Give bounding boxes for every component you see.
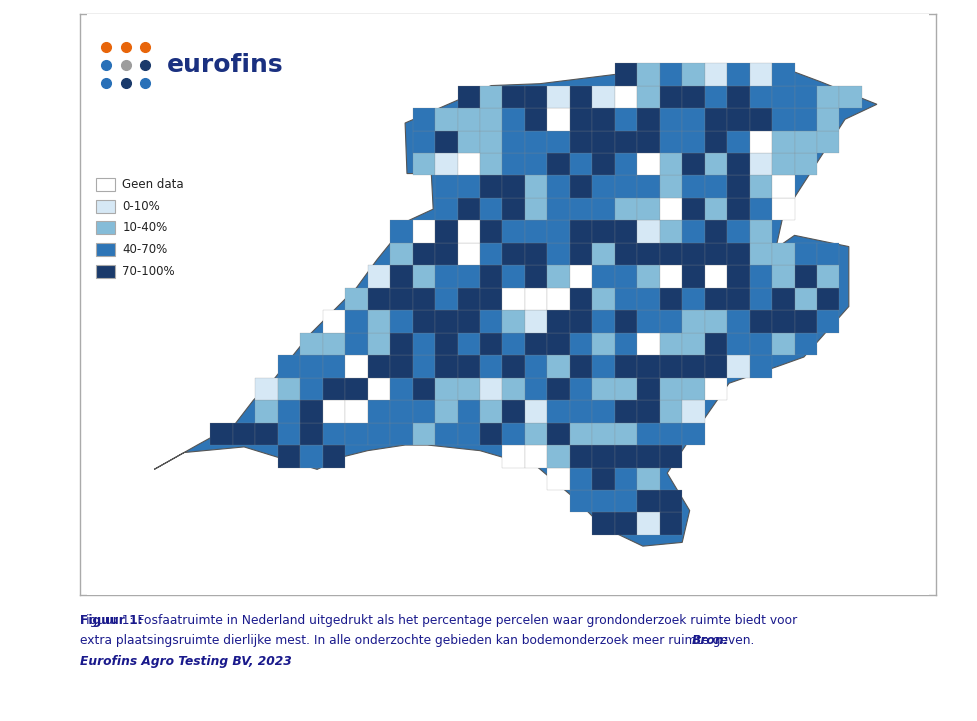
Text: 40-70%: 40-70% xyxy=(122,243,167,256)
Text: 70-100%: 70-100% xyxy=(122,265,175,278)
Text: Bron:: Bron: xyxy=(691,634,728,647)
Text: 10-40%: 10-40% xyxy=(122,221,167,234)
Polygon shape xyxy=(154,65,876,546)
Text: 0-10%: 0-10% xyxy=(122,200,160,213)
Text: Geen data: Geen data xyxy=(122,178,184,191)
Text: Eurofins Agro Testing BV, 2023: Eurofins Agro Testing BV, 2023 xyxy=(80,655,292,668)
Text: Figuur 1:: Figuur 1: xyxy=(80,614,148,627)
Text: eurofins: eurofins xyxy=(166,53,283,77)
Text: Figuur 1: Fosfaatruimte in Nederland uitgedrukt als het percentage percelen waar: Figuur 1: Fosfaatruimte in Nederland uit… xyxy=(80,614,796,627)
Text: extra plaatsingsruimte dierlijke mest. In alle onderzochte gebieden kan bodemond: extra plaatsingsruimte dierlijke mest. I… xyxy=(80,634,758,647)
